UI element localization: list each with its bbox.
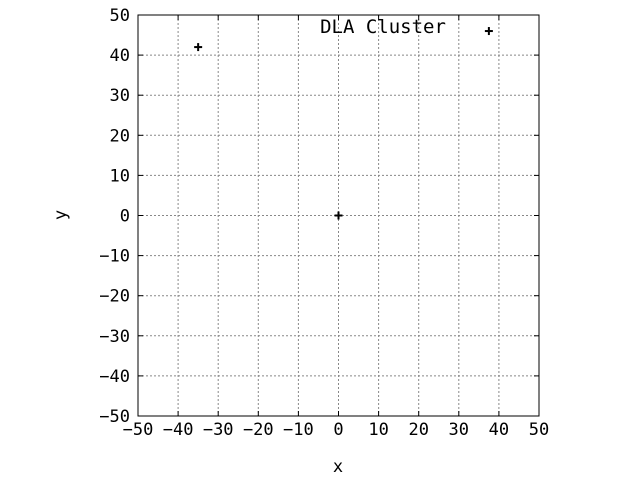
- x-tick-label: −30: [203, 420, 234, 440]
- data-point-marker: [334, 211, 343, 220]
- x-tick-labels: −50 −40 −30 −20 −10 0 10 20 30 40 50: [123, 420, 550, 440]
- y-tick-label: −20: [99, 287, 130, 307]
- x-tick-label: 20: [408, 420, 428, 440]
- x-tick-label: 50: [529, 420, 549, 440]
- data-point-marker: [484, 27, 493, 36]
- x-tick-label: 0: [333, 420, 343, 440]
- data-point-marker: [194, 43, 203, 52]
- data-points: [194, 27, 493, 220]
- x-tick-label: −10: [283, 420, 314, 440]
- y-tick-label: −10: [99, 247, 130, 267]
- y-tick-label: 20: [110, 126, 130, 146]
- x-axis-label: x: [333, 457, 343, 477]
- y-tick-label: −40: [99, 367, 130, 387]
- x-tick-label: −40: [163, 420, 194, 440]
- y-tick-label: −30: [99, 327, 130, 347]
- y-tick-label: 50: [110, 6, 130, 26]
- y-tick-label: 40: [110, 46, 130, 66]
- y-tick-label: 30: [110, 86, 130, 106]
- x-tick-label: 10: [368, 420, 388, 440]
- y-tick-labels: −50 −40 −30 −20 −10 0 10 20 30 40 50: [99, 6, 130, 427]
- x-tick-label: −50: [123, 420, 154, 440]
- x-tick-label: −20: [243, 420, 274, 440]
- axis-ticks: [137, 14, 540, 417]
- x-tick-label: 40: [489, 420, 509, 440]
- x-tick-label: 30: [449, 420, 469, 440]
- y-tick-label: −50: [99, 407, 130, 427]
- y-tick-label: 0: [120, 207, 130, 227]
- y-tick-label: 10: [110, 166, 130, 186]
- y-axis-label: y: [51, 210, 71, 220]
- chart-title: DLA Cluster: [320, 16, 446, 38]
